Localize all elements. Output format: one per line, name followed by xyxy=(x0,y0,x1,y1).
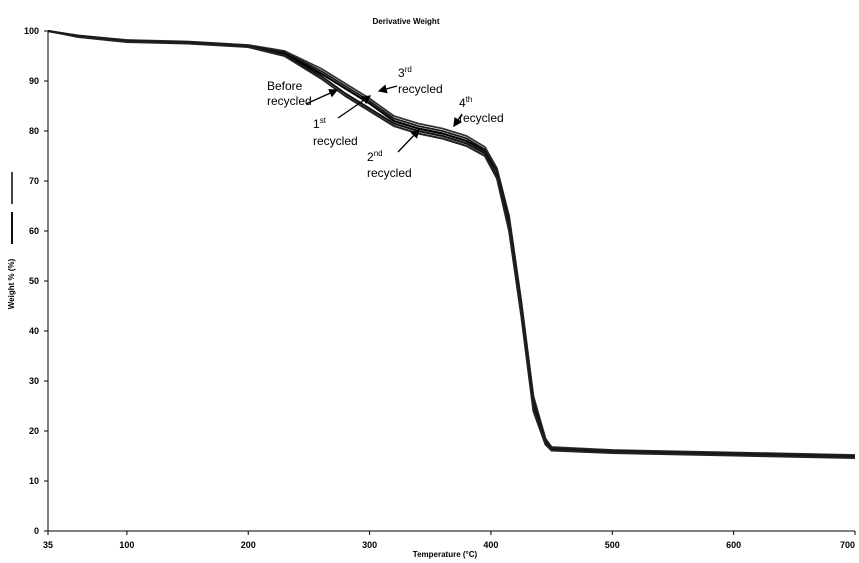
annotation-arrow xyxy=(305,89,339,105)
annotation-third-base: 3 xyxy=(398,66,405,80)
y-tick-label: 60 xyxy=(29,226,39,236)
annotation-second-sup: nd xyxy=(374,149,383,158)
series-line-1 xyxy=(47,29,856,458)
annotation-first-sup: st xyxy=(320,116,327,125)
annotation-arrow xyxy=(337,95,372,119)
chart-title: Derivative Weight xyxy=(373,17,440,26)
series-line-3 xyxy=(47,30,856,459)
annotation-arrow xyxy=(377,84,398,94)
x-tick-label: 600 xyxy=(726,540,741,550)
annotation-before-line2: recycled xyxy=(267,94,312,108)
annotation-first-line2: recycled xyxy=(313,134,358,148)
annotation-first-label: 1st xyxy=(313,116,327,131)
y-tick-label: 30 xyxy=(29,376,39,386)
series-group xyxy=(47,29,856,459)
y-tick-label: 10 xyxy=(29,476,39,486)
y-tick-label: 70 xyxy=(29,176,39,186)
series-line-2 xyxy=(47,30,856,458)
x-tick-label: 500 xyxy=(605,540,620,550)
y-tick-label: 20 xyxy=(29,426,39,436)
annotation-third-sup: rd xyxy=(405,65,412,74)
annotation-before-line1: Before xyxy=(267,79,303,93)
y-tick-group: 0 10 20 30 40 50 60 70 80 90 100 xyxy=(24,26,48,536)
y-tick-label: 100 xyxy=(24,26,39,36)
annotation-second-base: 2 xyxy=(367,150,374,164)
x-tick-label: 200 xyxy=(241,540,256,550)
annotation-fourth-base: 4 xyxy=(459,96,466,110)
annotations: Before recycled 1st recycled 2nd recycle… xyxy=(267,65,504,180)
annotation-first-base: 1 xyxy=(313,117,320,131)
x-tick-group: 35 100 200 300 400 500 600 700 xyxy=(43,531,856,550)
y-tick-label: 80 xyxy=(29,126,39,136)
y-tick-label: 50 xyxy=(29,276,39,286)
annotation-third-label: 3rd xyxy=(398,65,412,80)
y-tick-label: 90 xyxy=(29,76,39,86)
x-tick-label: 35 xyxy=(43,540,53,550)
x-tick-label: 400 xyxy=(483,540,498,550)
x-axis-title: Temperature (°C) xyxy=(413,550,478,559)
annotation-fourth-line2: recycled xyxy=(459,111,504,125)
annotation-fourth-label: 4th xyxy=(459,95,472,110)
y-tick-label: 0 xyxy=(34,526,39,536)
annotation-arrow xyxy=(453,113,463,128)
annotation-fourth-sup: th xyxy=(466,95,473,104)
series-line-4 xyxy=(47,30,856,456)
x-tick-label: 100 xyxy=(119,540,134,550)
y-axis-title: Weight % (%) xyxy=(7,258,16,309)
series-line-5 xyxy=(47,30,856,457)
annotation-arrow xyxy=(397,129,420,153)
annotation-second-label: 2nd xyxy=(367,149,383,164)
annotation-third-line2: recycled xyxy=(398,82,443,96)
y-tick-label: 40 xyxy=(29,326,39,336)
x-tick-label: 700 xyxy=(840,540,855,550)
annotation-second-line2: recycled xyxy=(367,166,412,180)
x-tick-label: 300 xyxy=(362,540,377,550)
plot-area: 0 10 20 30 40 50 60 70 80 90 100 35 100 200 300 400 500… xyxy=(24,26,856,550)
